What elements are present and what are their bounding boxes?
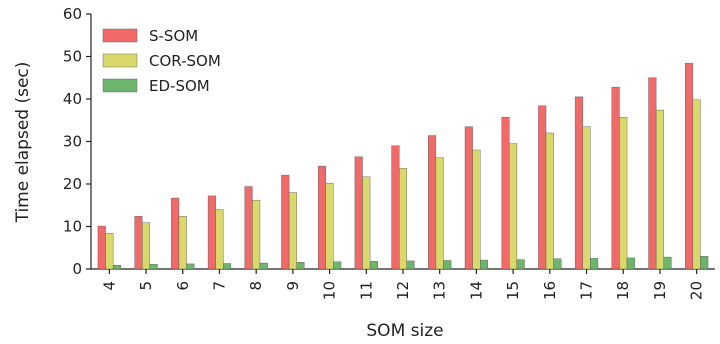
y-axis-title: Time elapsed (sec) xyxy=(13,62,33,224)
bar-s-som-19 xyxy=(648,77,657,270)
x-tick-label: 17 xyxy=(578,281,596,300)
bar-ed-som-12 xyxy=(406,260,415,270)
x-tick-label: 12 xyxy=(394,281,412,300)
bar-ed-som-13 xyxy=(443,260,452,270)
x-tick-label: 16 xyxy=(541,281,559,300)
bar-ed-som-11 xyxy=(369,261,378,270)
bar-ed-som-7 xyxy=(223,263,232,270)
x-tick-label: 18 xyxy=(614,281,632,300)
bar-ed-som-8 xyxy=(259,262,268,270)
bar-s-som-13 xyxy=(428,135,437,270)
bar-s-som-6 xyxy=(171,197,180,270)
x-tick-label: 15 xyxy=(504,281,522,300)
bar-s-som-14 xyxy=(464,126,473,270)
bar-cor-som-19 xyxy=(655,109,664,270)
x-tick-label: 5 xyxy=(137,281,155,291)
bars xyxy=(97,63,709,270)
x-tick-label: 7 xyxy=(210,281,228,291)
bar-s-som-5 xyxy=(134,216,143,270)
legend-swatch-cor-som xyxy=(102,53,138,68)
bar-s-som-11 xyxy=(354,156,363,270)
bar-cor-som-10 xyxy=(325,182,334,270)
x-tick-label: 19 xyxy=(651,281,669,300)
bar-ed-som-4 xyxy=(112,264,121,270)
bar-s-som-4 xyxy=(97,225,106,270)
bar-s-som-15 xyxy=(501,117,510,270)
legend-swatch-s-som xyxy=(102,28,138,43)
bar-s-som-8 xyxy=(244,186,253,270)
bar-ed-som-10 xyxy=(333,261,342,270)
y-tick-label: 40 xyxy=(63,90,82,108)
bar-ed-som-16 xyxy=(553,258,562,270)
x-tick-label: 14 xyxy=(467,281,485,300)
bar-cor-som-17 xyxy=(582,126,591,270)
bar-ed-som-9 xyxy=(296,262,305,270)
bar-cor-som-14 xyxy=(472,149,481,270)
legend-label-ed-som: ED-SOM xyxy=(149,77,210,95)
legend-label-cor-som: COR-SOM xyxy=(149,52,221,70)
bar-s-som-7 xyxy=(207,195,216,270)
x-tick-label: 13 xyxy=(431,281,449,300)
bar-s-som-20 xyxy=(685,63,694,270)
bar-cor-som-11 xyxy=(362,176,371,270)
bar-ed-som-14 xyxy=(480,259,489,270)
bar-cor-som-9 xyxy=(288,192,297,270)
x-tick-label: 10 xyxy=(321,281,339,300)
bar-cor-som-4 xyxy=(105,233,114,270)
bar-cor-som-12 xyxy=(399,168,408,270)
bar-cor-som-8 xyxy=(252,199,261,270)
bar-cor-som-5 xyxy=(142,222,151,270)
bar-s-som-16 xyxy=(538,105,547,270)
bar-cor-som-20 xyxy=(692,99,701,270)
bar-ed-som-5 xyxy=(149,264,158,270)
bar-ed-som-19 xyxy=(663,256,672,270)
bar-cor-som-18 xyxy=(619,117,628,270)
bar-cor-som-13 xyxy=(435,157,444,270)
y-tick-label: 10 xyxy=(63,218,82,236)
bar-ed-som-6 xyxy=(186,263,195,270)
bar-ed-som-20 xyxy=(700,256,709,270)
x-tick-label: 6 xyxy=(174,281,192,291)
bar-ed-som-18 xyxy=(626,257,635,270)
legend-label-s-som: S-SOM xyxy=(149,27,198,45)
x-tick-label: 20 xyxy=(688,281,706,300)
y-tick-label: 0 xyxy=(72,260,82,278)
bar-cor-som-15 xyxy=(509,143,518,270)
y-tick-label: 30 xyxy=(63,133,82,151)
x-tick-label: 4 xyxy=(100,281,118,291)
y-axis: 0 10 20 30 40 50 60 xyxy=(63,5,92,278)
bar-ed-som-15 xyxy=(516,259,525,270)
x-tick-label: 11 xyxy=(357,281,375,300)
x-axis: 4 5 6 7 8 9 10 11 12 13 14 15 16 17 18 19 20 xyxy=(91,268,715,300)
bar-s-som-18 xyxy=(611,86,620,270)
bar-s-som-10 xyxy=(317,165,326,270)
bar-cor-som-7 xyxy=(215,209,224,270)
bar-cor-som-6 xyxy=(178,216,187,270)
bar-s-som-9 xyxy=(281,174,290,270)
y-tick-label: 60 xyxy=(63,5,82,23)
bar-ed-som-17 xyxy=(590,258,599,270)
bar-s-som-17 xyxy=(574,96,583,270)
y-tick-label: 50 xyxy=(63,48,82,66)
x-tick-label: 9 xyxy=(284,281,302,291)
legend-swatch-ed-som xyxy=(102,78,138,93)
x-axis-title: SOM size xyxy=(366,321,443,341)
legend: S-SOM COR-SOM ED-SOM xyxy=(102,27,221,95)
bar-s-som-12 xyxy=(391,145,400,270)
y-tick-label: 20 xyxy=(63,175,82,193)
bar-cor-som-16 xyxy=(545,132,554,270)
x-tick-label: 8 xyxy=(247,281,265,291)
